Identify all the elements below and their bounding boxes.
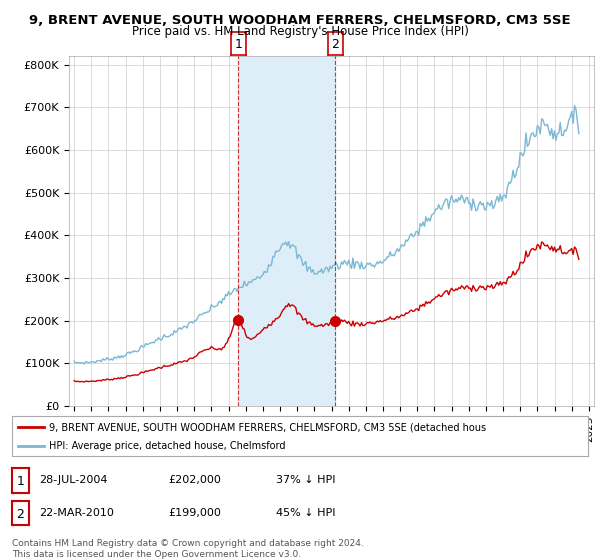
Text: Price paid vs. HM Land Registry's House Price Index (HPI): Price paid vs. HM Land Registry's House … [131,25,469,38]
Text: 22-MAR-2010: 22-MAR-2010 [39,508,114,518]
Text: 45% ↓ HPI: 45% ↓ HPI [276,508,335,518]
Text: 2: 2 [16,508,25,521]
Text: Contains HM Land Registry data © Crown copyright and database right 2024.
This d: Contains HM Land Registry data © Crown c… [12,539,364,559]
Text: 1: 1 [235,38,242,52]
Bar [238,56,335,406]
Text: 1: 1 [16,475,25,488]
Text: 9, BRENT AVENUE, SOUTH WOODHAM FERRERS, CHELMSFORD, CM3 5SE: 9, BRENT AVENUE, SOUTH WOODHAM FERRERS, … [29,14,571,27]
Text: HPI: Average price, detached house, Chelmsford: HPI: Average price, detached house, Chel… [49,441,286,451]
Text: 37% ↓ HPI: 37% ↓ HPI [276,475,335,486]
Text: £202,000: £202,000 [168,475,221,486]
Text: 28-JUL-2004: 28-JUL-2004 [39,475,107,486]
Text: 9, BRENT AVENUE, SOUTH WOODHAM FERRERS, CHELMSFORD, CM3 5SE (detached hous: 9, BRENT AVENUE, SOUTH WOODHAM FERRERS, … [49,423,487,433]
Text: £199,000: £199,000 [168,508,221,518]
Text: 2: 2 [331,38,339,52]
